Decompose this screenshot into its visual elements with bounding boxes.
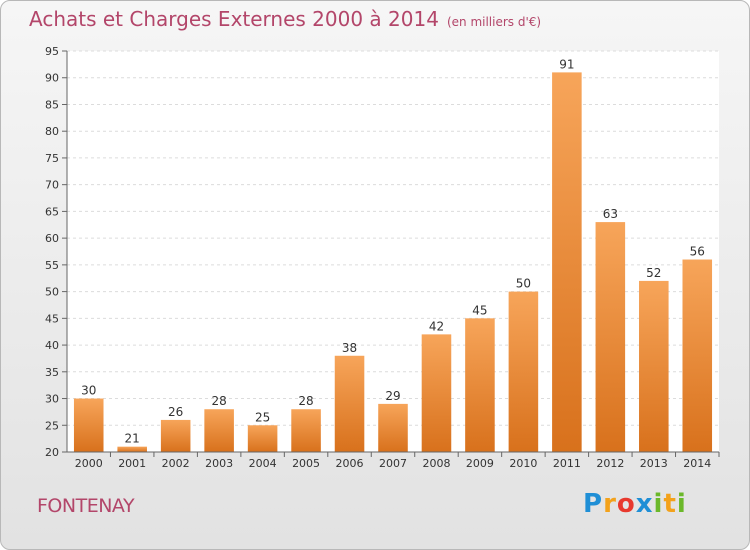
x-tick-label-2008: 2008 [422,457,450,470]
y-tick-label: 95 [45,45,59,58]
y-tick-label: 85 [45,98,59,111]
value-label-2011: 91 [559,57,574,71]
x-tick-label-2014: 2014 [683,457,711,470]
y-tick-label: 70 [45,179,59,192]
x-tick-label-2010: 2010 [509,457,537,470]
bar-2006 [334,355,365,452]
logo-letter: P [583,489,604,519]
x-tick-label-2012: 2012 [596,457,624,470]
value-label-2004: 25 [255,410,270,424]
bar-2002 [160,419,191,452]
value-label-2012: 63 [603,207,618,221]
logo-letter: i [653,489,664,519]
logo-letter: t [663,489,677,519]
chart-title: Achats et Charges Externes 2000 à 2014 [29,7,439,31]
logo-letter: r [603,489,617,519]
bar-2013 [639,280,669,452]
y-tick-label: 30 [45,393,59,406]
logo-letter: o [616,489,636,519]
bar-2009 [465,318,495,452]
proxiti-logo: Proxiti [583,489,687,519]
bar-2012 [595,222,626,452]
value-label-2003: 28 [211,394,226,408]
value-label-2009: 45 [472,303,487,317]
x-tick-label-2011: 2011 [553,457,581,470]
x-tick-label-2002: 2002 [162,457,190,470]
value-label-2014: 56 [690,245,705,259]
x-tick-label-2003: 2003 [205,457,233,470]
bar-2004 [247,425,278,452]
logo-letter: i [676,489,687,519]
y-tick-label: 35 [45,366,59,379]
x-tick-label-2000: 2000 [75,457,103,470]
value-label-2001: 21 [125,432,140,446]
bar-2000 [73,398,104,452]
y-tick-label: 80 [45,125,59,138]
y-tick-label: 45 [45,312,59,325]
bar-2010 [508,291,539,452]
y-tick-label: 55 [45,259,59,272]
bar-2008 [421,334,452,452]
y-tick-label: 60 [45,232,59,245]
x-tick-label-2013: 2013 [640,457,668,470]
y-tick-label: 25 [45,419,59,432]
y-tick-label: 90 [45,72,59,85]
value-label-2005: 28 [298,394,313,408]
title-area: Achats et Charges Externes 2000 à 2014 (e… [29,7,541,31]
labels: 20 25 30 35 40 45 50 55 60 65 70 75 80 85 90 95 30 2000 21… [45,45,711,470]
commune-name: FONTENAY [37,495,135,517]
value-label-2007: 29 [385,389,400,403]
x-tick-label-2005: 2005 [292,457,320,470]
value-label-2013: 52 [646,266,661,280]
y-tick-label: 50 [45,286,59,299]
x-tick-label-2006: 2006 [336,457,364,470]
value-label-2000: 30 [81,384,96,398]
grid-lines [67,50,719,453]
y-tick-label: 65 [45,205,59,218]
value-label-2010: 50 [516,277,531,291]
value-label-2002: 26 [168,405,183,419]
bar-2007 [378,403,408,452]
y-tick-label: 20 [45,446,59,459]
bar-2011 [552,72,582,453]
value-label-2008: 42 [429,319,444,333]
x-tick-label-2004: 2004 [249,457,277,470]
logo-letter: x [635,489,654,519]
y-tick-label: 75 [45,152,59,165]
x-tick-label-2001: 2001 [118,457,146,470]
value-label-2006: 38 [342,341,357,355]
chart-subtitle: (en milliers d'€) [446,15,542,29]
y-tick-label: 40 [45,339,59,352]
x-tick-label-2009: 2009 [466,457,494,470]
bar-2005 [291,409,321,452]
axes [62,50,720,457]
bars [73,72,713,453]
bar-2003 [204,409,234,452]
bar-2001 [117,446,147,452]
bar-2014 [682,259,713,452]
x-tick-label-2007: 2007 [379,457,407,470]
